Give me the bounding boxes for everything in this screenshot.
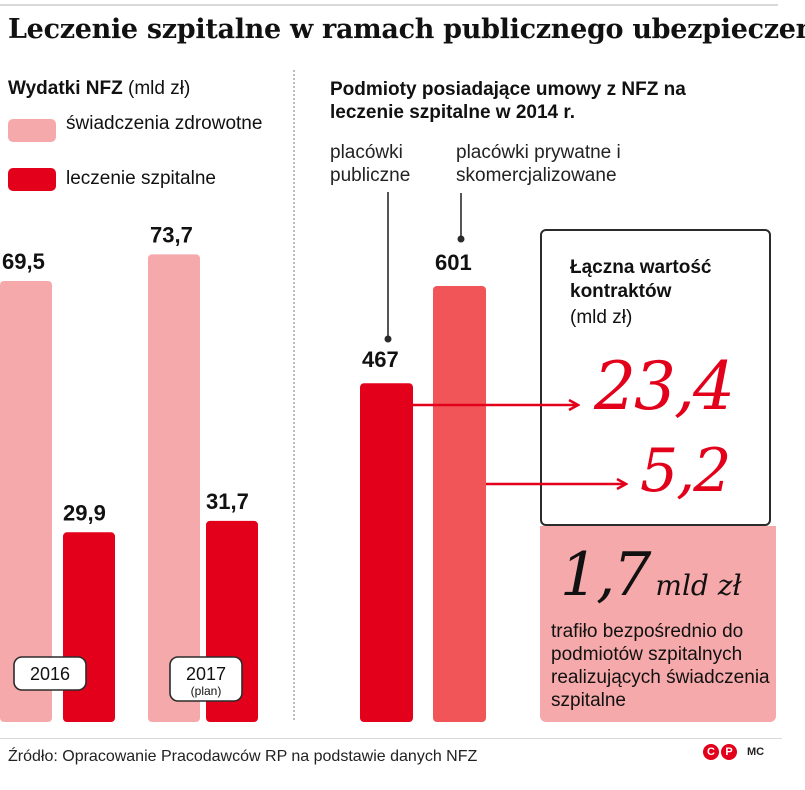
highlight-number: 1,7: [560, 540, 651, 610]
right-subtitle: Podmioty posiadające umowy z NFZ na lecz…: [330, 79, 686, 123]
contract-value-public: 23,4: [594, 348, 735, 425]
legend-item-swiadczenia: świadczenia zdrowotne: [8, 113, 266, 142]
data-label-leczenie-2017: 31,7: [206, 489, 249, 514]
logo-circle-p: P: [721, 744, 737, 760]
year-note-2017: (plan): [191, 684, 222, 698]
legend-swatch-light: [8, 119, 56, 142]
category-label-private: placówki prywatne i skomercjalizowane: [456, 142, 621, 186]
legend-swatch-red: [8, 168, 56, 191]
year-box-2016: [13, 656, 87, 691]
leader-dot-public: [384, 335, 392, 343]
logo-initials: MC: [747, 746, 765, 758]
year-box-2017: [169, 656, 243, 702]
year-label-2017: 2017: [186, 664, 226, 684]
left-subtitle-bold: Wydatki NFZ: [8, 78, 123, 99]
category-label-public: placówki publiczne: [330, 142, 411, 186]
bar-providers-private: [433, 286, 486, 722]
source-note: Źródło: Opracowanie Pracodawców RP na po…: [8, 748, 478, 765]
contract-value-box: [540, 229, 771, 526]
leader-dot-private: [457, 235, 465, 243]
infographic-title: Leczenie szpitalne w ramach publicznego …: [8, 14, 805, 45]
legend-item-leczenie: leczenie szpitalne: [8, 168, 266, 191]
data-label-providers-private: 601: [435, 250, 472, 275]
data-label-swiadczenia-2016: 69,5: [2, 249, 45, 274]
column-divider: [293, 70, 295, 720]
contract-box-title: Łączna wartość kontraktów: [570, 257, 712, 302]
contract-value-private: 5,2: [640, 436, 731, 506]
data-label-leczenie-2016: 29,9: [63, 500, 106, 525]
legend-label-swiadczenia: świadczenia zdrowotne: [66, 113, 263, 134]
left-subtitle: Wydatki NFZ (mld zł): [8, 78, 190, 100]
highlight-panel: [540, 526, 776, 722]
top-rule: [0, 4, 778, 6]
highlight-unit: mld zł: [655, 569, 742, 602]
highlight-amount: 1,7 mld zł: [560, 540, 742, 610]
legend-label-leczenie: leczenie szpitalne: [66, 168, 216, 189]
year-label-2016: 2016: [30, 664, 70, 684]
left-subtitle-unit: (mld zł): [122, 78, 191, 99]
data-label-swiadczenia-2017: 73,7: [150, 222, 193, 247]
bar-providers-public: [360, 383, 413, 722]
data-label-providers-public: 467: [362, 347, 399, 372]
bar-swiadczenia-2017: [148, 254, 200, 722]
bar-swiadczenia-2016: [0, 281, 52, 722]
logo-circle-c: C: [703, 744, 719, 760]
highlight-description: trafiło bezpośrednio do podmiotów szpita…: [551, 621, 770, 711]
bar-leczenie-2016: [63, 532, 115, 722]
publisher-logo: C P MC: [703, 744, 764, 760]
contract-box-unit: (mld zł): [570, 307, 633, 328]
footer-rule: [0, 738, 782, 739]
